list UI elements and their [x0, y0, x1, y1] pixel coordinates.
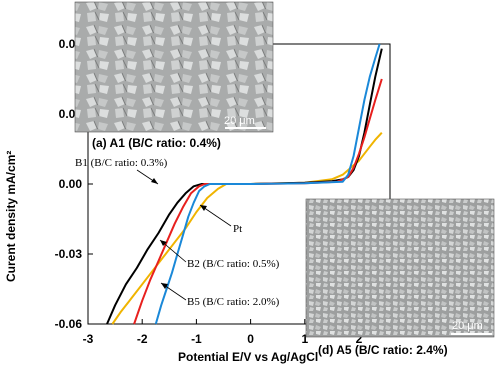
- inset-a: 20 μm (a) A1 (B/C ratio: 0.4%): [74, 1, 274, 150]
- annotation-pt: Pt: [233, 223, 242, 235]
- x-tick-label: 0: [247, 332, 254, 346]
- y-tick-label: 0.00: [59, 177, 83, 191]
- y-axis-ticks: 0.060.030.00-0.03-0.06: [55, 37, 93, 331]
- x-axis-title: Potential E/V vs Ag/AgCl: [178, 350, 318, 364]
- inset-a-caption: (a) A1 (B/C ratio: 0.4%): [92, 136, 221, 150]
- annotation-b2: B2 (B/C ratio: 0.5%): [187, 258, 280, 270]
- y-tick-label: -0.06: [55, 317, 83, 331]
- inset-d-scale-label: 20 μm: [452, 320, 483, 332]
- y-tick-label: -0.03: [55, 247, 83, 261]
- annotation-b5-arrowhead: [161, 283, 168, 289]
- x-tick-label: -3: [83, 332, 94, 346]
- x-tick-label: 2: [356, 332, 363, 346]
- annotation-b1: B1 (B/C ratio: 0.3%): [75, 157, 168, 169]
- y-axis-title: Curent density mA/cm²: [4, 151, 18, 282]
- annotation-b5: B5 (B/C ratio: 2.0%): [187, 296, 280, 308]
- annotation-pt-arrowhead: [200, 205, 207, 211]
- inset-a-image: [74, 1, 274, 133]
- inset-d: 20 μm (d) A5 (B/C ratio: 2.4%): [305, 198, 495, 357]
- x-tick-label: -1: [191, 332, 202, 346]
- inset-d-image: [305, 198, 495, 338]
- annotation-b2-arrowhead: [160, 240, 167, 246]
- x-tick-label: 1: [301, 332, 308, 346]
- annotation-b1-arrowhead: [151, 178, 158, 184]
- inset-a-scale-label: 20 μm: [224, 115, 255, 127]
- annotations: B1 (B/C ratio: 0.3%) Pt B2 (B/C ratio: 0…: [75, 157, 280, 308]
- inset-d-caption: (d) A5 (B/C ratio: 2.4%): [318, 343, 448, 357]
- series-line-b5: [154, 43, 381, 325]
- series-layer: [106, 43, 383, 325]
- x-tick-label: -2: [137, 332, 148, 346]
